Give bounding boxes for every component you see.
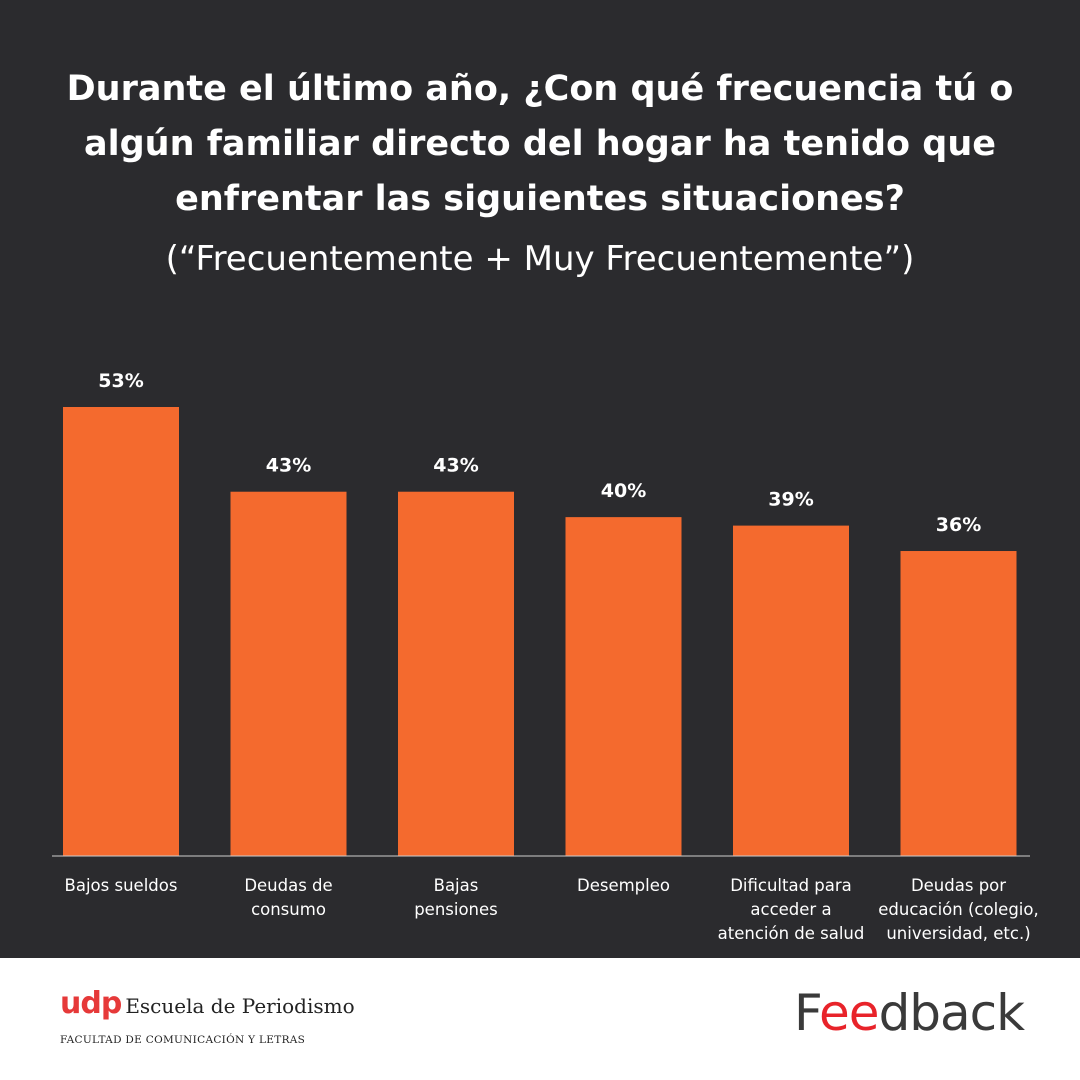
bar-value-label: 53% — [98, 370, 143, 392]
category-label: Bajos sueldos — [65, 876, 178, 895]
header: Durante el último año, ¿Con qué frecuenc… — [0, 0, 1080, 340]
category-label-line: pensiones — [414, 900, 498, 919]
bar-chart: 53% Bajos sueldos 43% Deudas de consumo 43% Ba… — [0, 340, 1080, 958]
category-label-line: Dificultad para — [730, 876, 852, 895]
bar — [565, 517, 682, 856]
bar — [900, 551, 1017, 856]
chart-title: Durante el último año, ¿Con qué frecuenc… — [66, 69, 1014, 219]
category-label: Deudas por educación (colegio, universidad… — [878, 876, 1038, 943]
udp-logo-mark: udp — [60, 986, 122, 1021]
category-label: Deudas de consumo — [244, 876, 332, 919]
bar — [733, 525, 849, 856]
category-label-line: Deudas por — [911, 876, 1006, 895]
category-label-line: consumo — [251, 900, 326, 919]
bar-value-label: 36% — [936, 514, 981, 536]
udp-logo: udp Escuela de Periodismo — [60, 986, 355, 1026]
bar — [230, 491, 347, 856]
feedback-logo-f: F — [794, 984, 820, 1042]
bar — [63, 407, 179, 856]
category-label-line: Bajas — [434, 876, 479, 895]
category-label-line: atención de salud — [718, 924, 865, 943]
bar-chart-svg: 53% Bajos sueldos 43% Deudas de consumo 43% Ba… — [52, 370, 1039, 943]
category-label: Desempleo — [577, 876, 670, 895]
category-label-line: Desempleo — [577, 876, 670, 895]
feedback-logo-text: Feedback — [794, 984, 1025, 1042]
category-label: Dificultad para acceder a atención de salu… — [718, 876, 865, 943]
feedback-logo-rest: dback — [879, 984, 1026, 1042]
chart-subtitle: (“Frecuentemente + Muy Frecuentemente”) — [165, 239, 915, 279]
bar-value-label: 39% — [768, 489, 813, 511]
category-label-line: acceder a — [750, 900, 831, 919]
category-label-line: educación (colegio, — [878, 900, 1038, 919]
footer: udp Escuela de Periodismo FACULTAD DE COM… — [0, 958, 1080, 1080]
category-label-line: Bajos sueldos — [65, 876, 178, 895]
bar-value-label: 43% — [266, 455, 311, 477]
category-label: Bajas pensiones — [414, 876, 498, 919]
faculty-name: FACULTAD DE COMUNICACIÓN Y LETRAS — [60, 1034, 306, 1046]
bar-value-label: 43% — [433, 455, 478, 477]
feedback-logo: Feedback — [794, 984, 1026, 1042]
category-label-line: universidad, etc.) — [886, 924, 1030, 943]
feedback-logo-ee: ee — [819, 984, 879, 1042]
bar — [398, 491, 514, 856]
udp-school-name: Escuela de Periodismo — [125, 994, 355, 1018]
category-label-line: Deudas de — [244, 876, 332, 895]
bar-value-label: 40% — [601, 480, 646, 502]
